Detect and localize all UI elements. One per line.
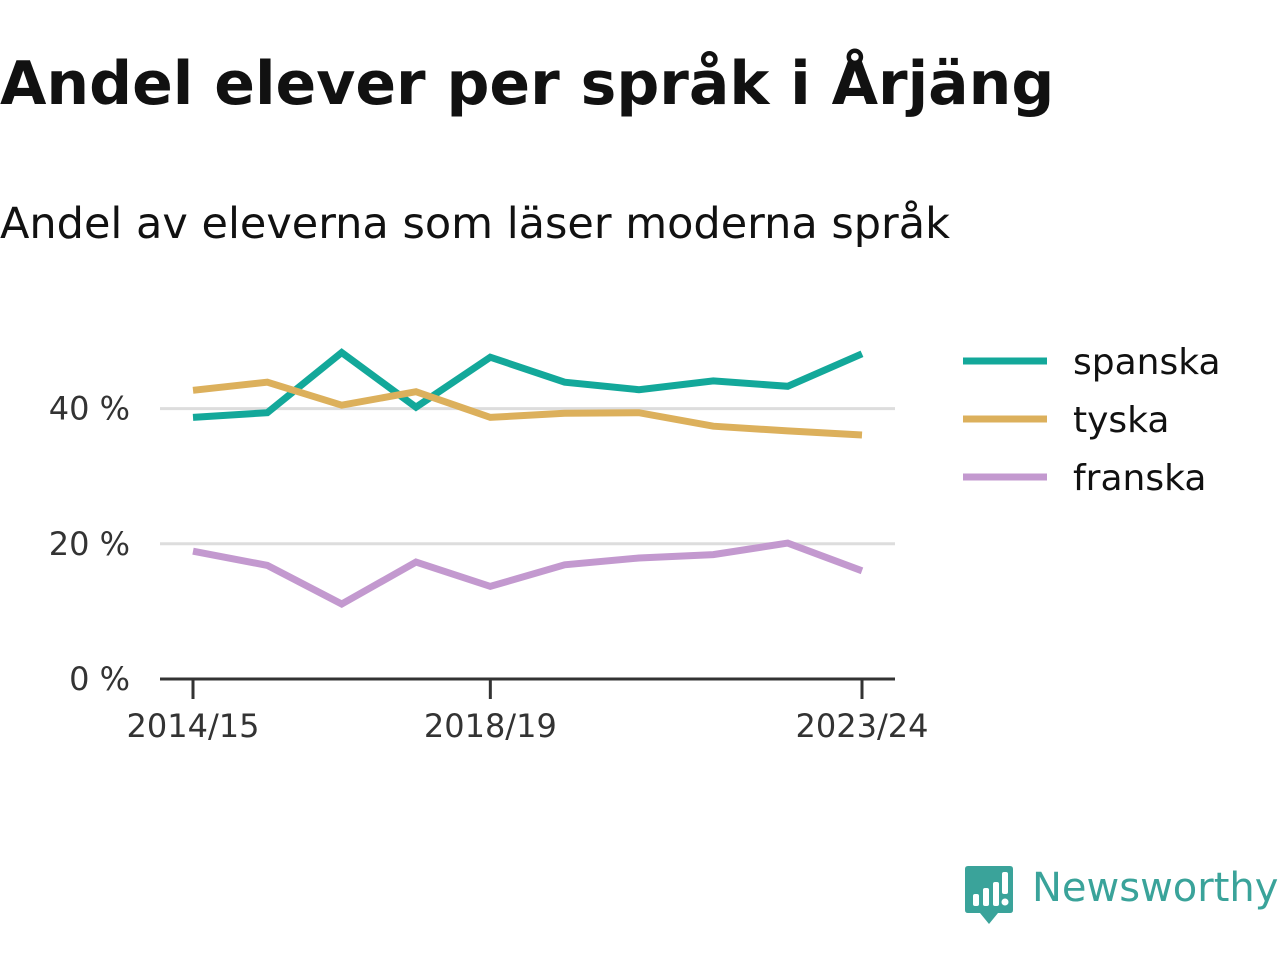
series-line-tyska [192, 378, 863, 439]
x-tick-label: 2014/15 [127, 707, 260, 745]
newsworthy-logo: Newsworthy [964, 864, 1278, 926]
legend-label-franska: franska [1073, 458, 1206, 499]
chart-title: Andel elever per språk i Årjäng [0, 49, 1055, 119]
x-tick-label: 2023/24 [796, 707, 929, 745]
series-lines [192, 348, 864, 608]
chart-subtitle: Andel av eleverna som läser moderna språ… [0, 199, 950, 249]
x-tick-label: 2018/19 [424, 707, 557, 745]
series-line-spanska [192, 348, 864, 421]
y-tick-label: 0 % [69, 660, 130, 698]
series-line-franska [192, 539, 864, 608]
legend-label-spanska: spanska [1073, 342, 1221, 383]
axes: 0 % 20 % 40 % 2014/15 2018/19 2023/24 [49, 390, 929, 745]
legend-label-tyska: tyska [1073, 400, 1169, 441]
y-tick-label: 40 % [49, 390, 130, 428]
y-tick-label: 20 % [49, 525, 130, 563]
bar-chart-speech-bubble-icon [965, 866, 1013, 924]
brand-name: Newsworthy [1032, 865, 1279, 911]
legend: spanska tyska franska [963, 342, 1221, 499]
